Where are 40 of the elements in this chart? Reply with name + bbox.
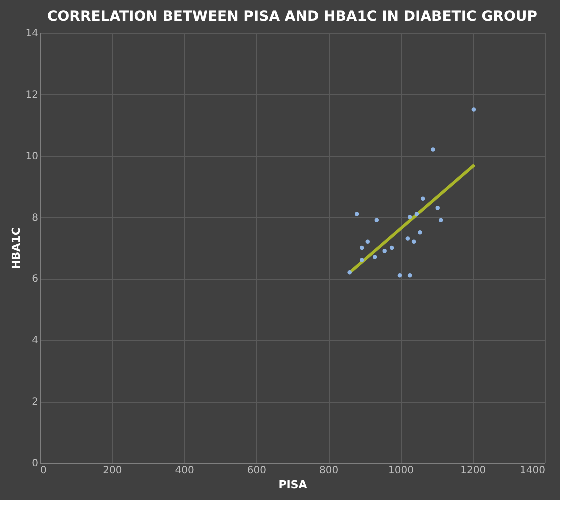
x-tick-label: 0 — [40, 466, 47, 476]
point — [360, 258, 364, 262]
point — [348, 270, 352, 275]
point — [418, 230, 422, 235]
point — [431, 148, 436, 152]
point — [360, 246, 364, 250]
y-tick-label: 6 — [32, 274, 38, 286]
point — [438, 218, 444, 222]
point — [406, 236, 410, 241]
point — [420, 196, 426, 201]
x-tick-label: 600 — [247, 466, 266, 476]
y-tick-label: 10 — [26, 151, 38, 162]
y-tick-label: 8 — [32, 212, 38, 224]
point — [472, 108, 476, 112]
x-tick-label: 1000 — [388, 466, 414, 476]
point — [372, 255, 378, 260]
point — [374, 218, 380, 222]
y-tick-label: 14 — [26, 28, 38, 40]
point — [354, 212, 360, 216]
point — [390, 246, 394, 250]
point — [398, 274, 402, 278]
x-tick-label: 1400 — [520, 466, 546, 476]
y-tick-label: 12 — [26, 90, 38, 101]
x-axis-title: PISA — [278, 478, 308, 492]
y-tick-label: 4 — [32, 336, 38, 347]
x-tick-label: 1200 — [460, 466, 486, 476]
y-tick-label: 0 — [32, 458, 38, 470]
point — [412, 240, 416, 244]
point — [382, 248, 387, 254]
point — [408, 215, 412, 220]
x-tick-label: 200 — [103, 466, 122, 476]
point — [414, 212, 420, 216]
y-tick-label: 2 — [32, 397, 38, 408]
chart-title: CORRELATION BETWEEN PISA AND HBA1C IN DIABETIC GROUP — [48, 9, 538, 25]
x-tick-label: 400 — [175, 466, 194, 476]
point — [408, 274, 412, 278]
y-axis-title: HBA1C — [10, 228, 23, 270]
x-tick-label: 800 — [320, 466, 339, 476]
point — [366, 240, 370, 244]
point — [436, 206, 440, 210]
